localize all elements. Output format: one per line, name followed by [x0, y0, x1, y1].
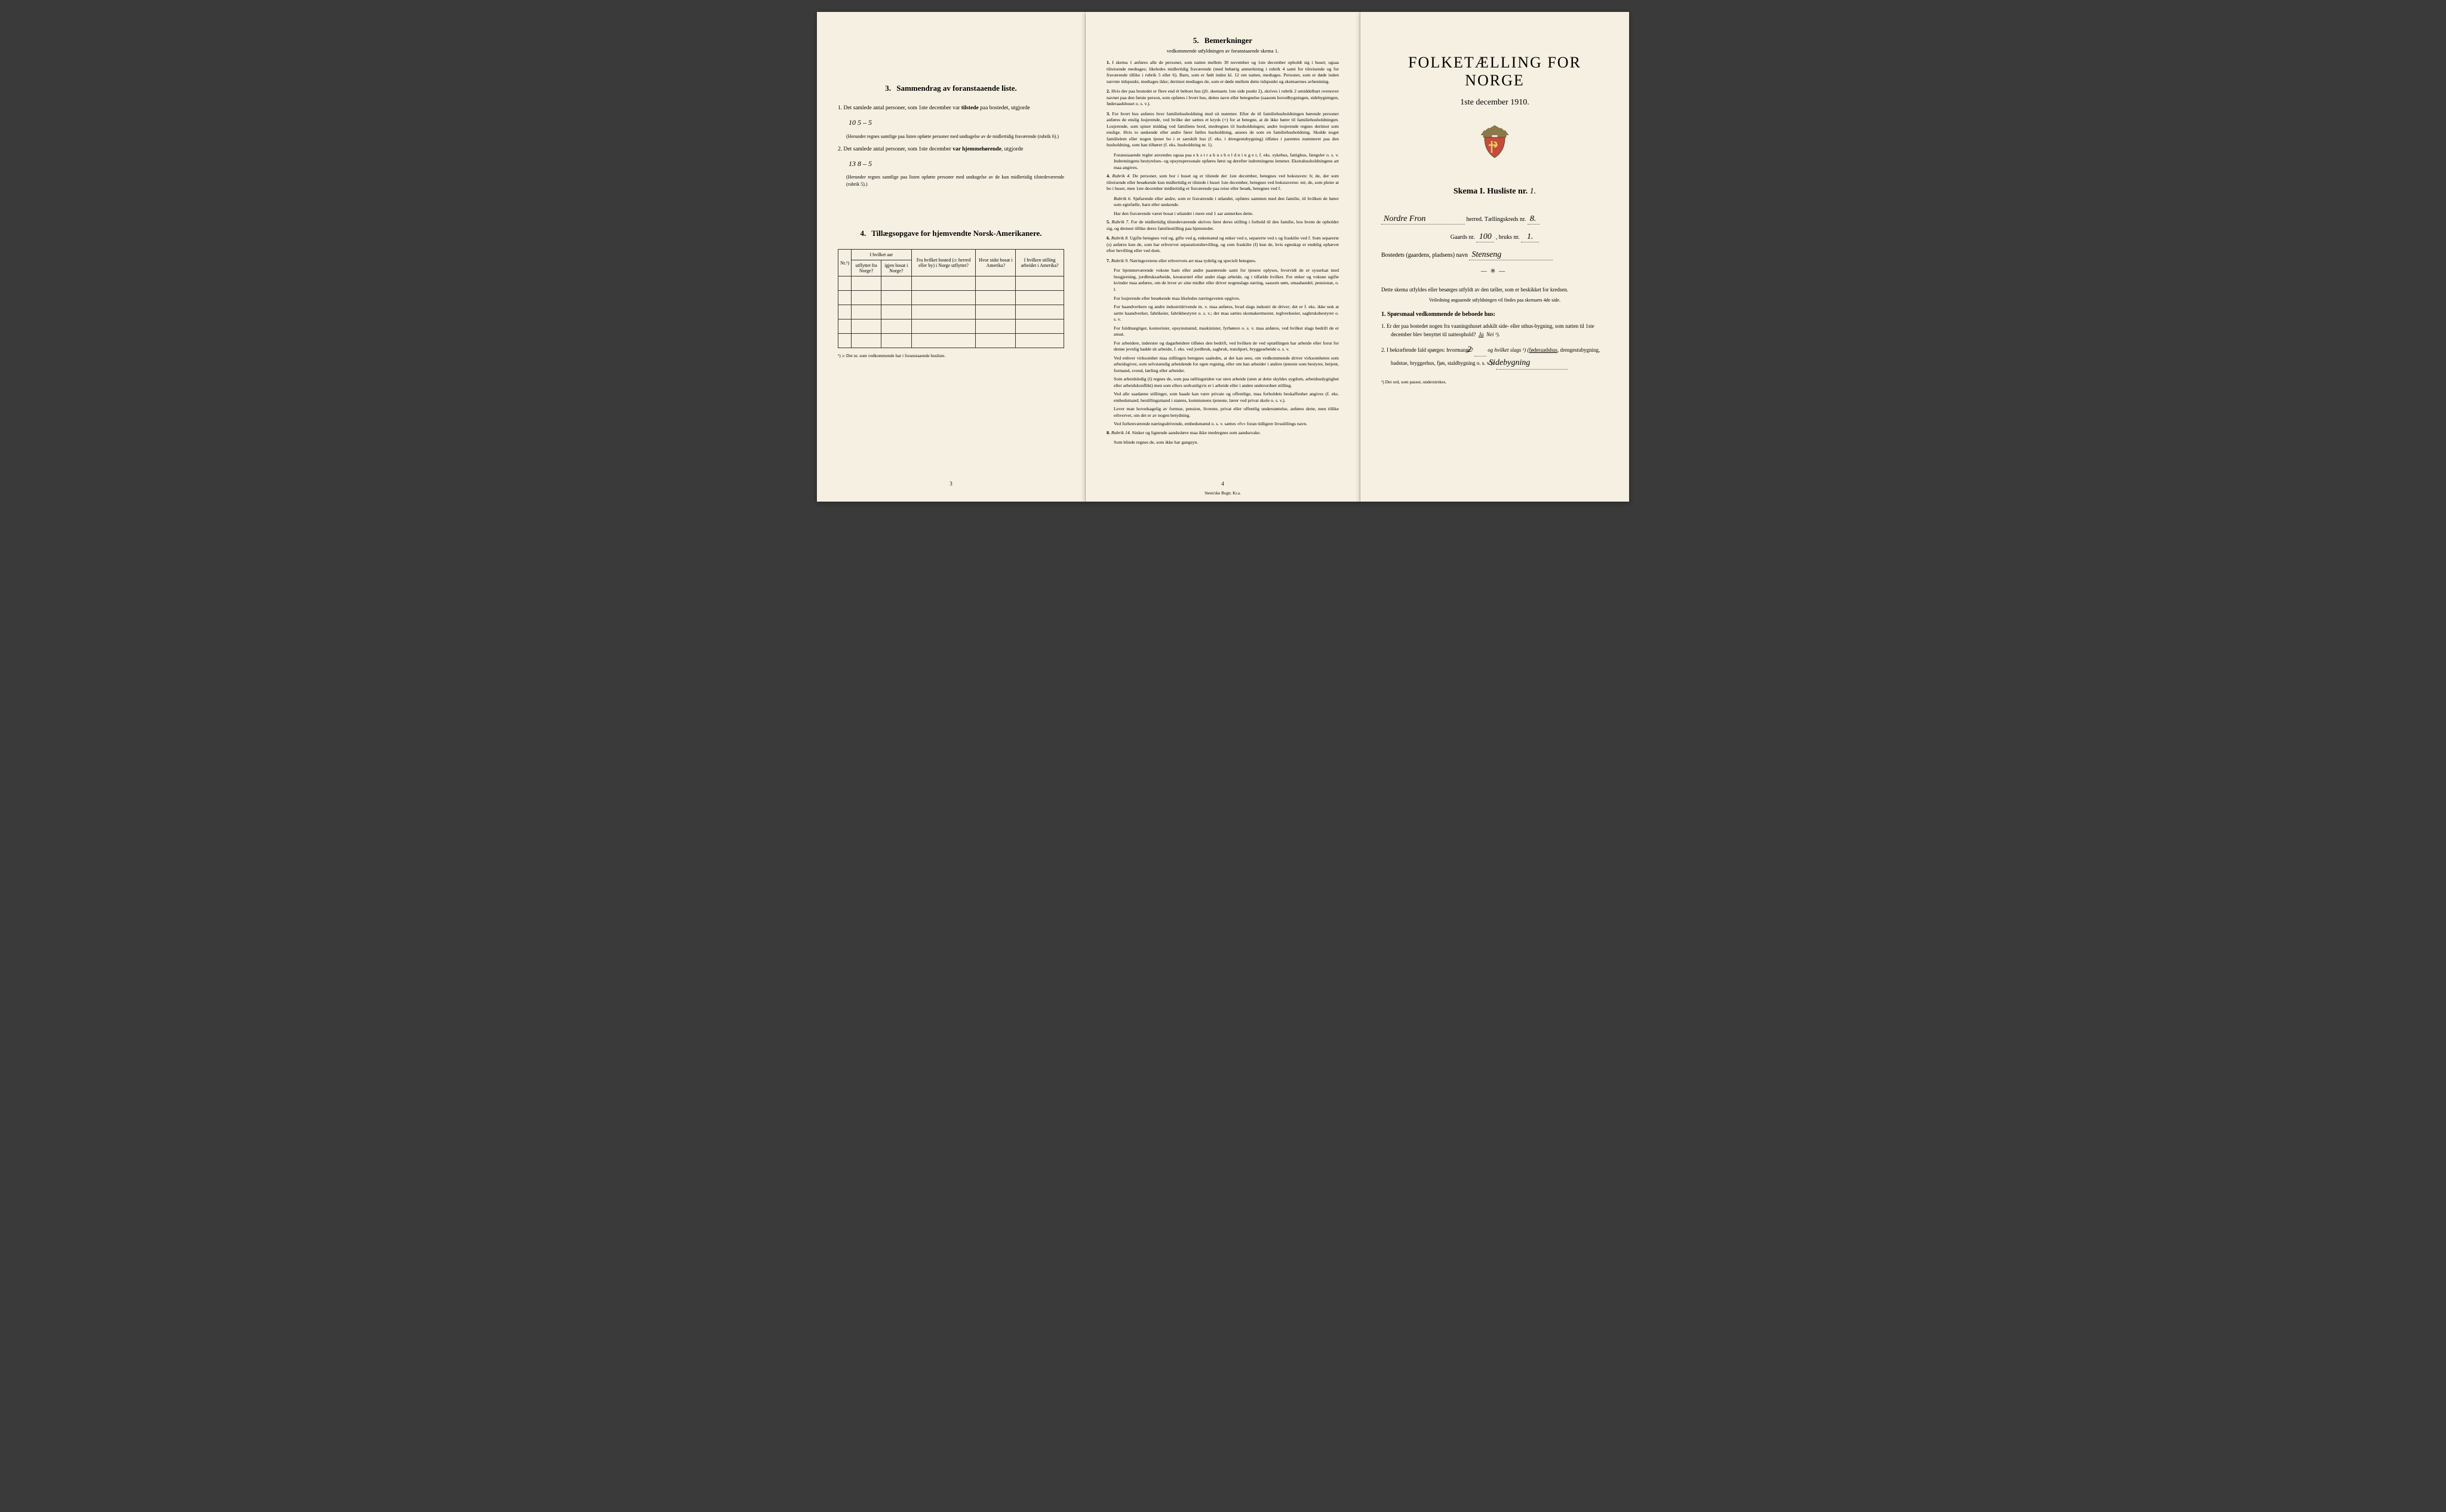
- remark-item: For arbeidere, inderster og dagarbeidere…: [1107, 340, 1339, 353]
- remark-item: 2. Hvis der paa bostedet er flere end ét…: [1107, 88, 1339, 107]
- main-title: FOLKETÆLLING FOR NORGE: [1381, 54, 1608, 90]
- remark-item: 1. I skema 1 anføres alle de personer, s…: [1107, 60, 1339, 85]
- skema-line: Skema I. Husliste nr. 1.: [1381, 187, 1608, 196]
- remark-item: Rubrik 6. Sjøfarende eller andre, som er…: [1107, 196, 1339, 208]
- th-utflyttet: utflyttet fra Norge?: [852, 260, 881, 276]
- question-2: 2. I bekræftende fald spørges: hvormange…: [1381, 343, 1608, 370]
- remark-item: 6. Rubrik 8. Ugifte betegnes ved ug, gif…: [1107, 235, 1339, 254]
- page-4: 5. Bemerkninger vedkommende utfyldningen…: [1086, 12, 1360, 502]
- page-3: 3. Sammendrag av foranstaaende liste. 1.…: [817, 12, 1086, 502]
- herred-line: Nordre Fron herred. Tællingskreds nr. 8.: [1381, 214, 1608, 225]
- th-stilling: I hvilken stilling arbeidet i Amerika?: [1016, 250, 1064, 276]
- th-bosat: igjen bosat i Norge?: [881, 260, 911, 276]
- table-row: [838, 334, 1064, 348]
- page-title-page: FOLKETÆLLING FOR NORGE 1ste december 191…: [1360, 12, 1629, 502]
- amerika-table: Nr.¹) I hvilket aar Fra hvilket bosted (…: [838, 249, 1064, 348]
- item1-value: 10 5 – 5: [838, 117, 1064, 128]
- bosted-line: Bostedets (gaardens, pladsens) navn Sten…: [1381, 250, 1608, 261]
- table-row: [838, 276, 1064, 291]
- table-row: [838, 319, 1064, 334]
- remark-item: Ved enhver virksomhet maa stillingen bet…: [1107, 355, 1339, 374]
- remark-item: For hjemmeværende voksne barn eller andr…: [1107, 268, 1339, 293]
- gaard-line: Gaards nr. 100 , bruks nr. 1.: [1381, 232, 1608, 243]
- census-date: 1ste december 1910.: [1381, 98, 1608, 107]
- ornament-divider: ―※―: [1381, 268, 1608, 275]
- table-footnote: ¹) ɔ: Det nr. som vedkommende har i fora…: [838, 353, 1064, 358]
- remark-item: 4. Rubrik 4. De personer, som bor i huse…: [1107, 173, 1339, 192]
- section-3-title: 3. Sammendrag av foranstaaende liste.: [838, 84, 1064, 93]
- section-5-title: 5. Bemerkninger: [1107, 36, 1339, 45]
- th-amerika: Hvor sidst bosat i Amerika?: [976, 250, 1016, 276]
- remark-item: Ved forhenværende næringsdrivende, embed…: [1107, 421, 1339, 428]
- section-3-item-2: 2. Det samlede antal personer, som 1ste …: [838, 145, 1064, 153]
- remark-item: For haandverkere og andre industridriven…: [1107, 304, 1339, 323]
- remark-item: 5. Rubrik 7. For de midlertidig tilstede…: [1107, 219, 1339, 232]
- remark-item: Som blinde regnes de, som ikke har gangs…: [1107, 440, 1339, 446]
- printer-mark: Steen'ske Bogtr. Kr.a.: [1204, 491, 1241, 496]
- table-row: [838, 305, 1064, 319]
- remark-item: Ved alle saadanne stillinger, som baade …: [1107, 391, 1339, 404]
- remark-item: 7. Rubrik 9. Næringsveiens eller erhverv…: [1107, 258, 1339, 265]
- item2-note: (Herunder regnes samtlige paa listen opf…: [838, 174, 1064, 188]
- question-heading: 1. Spørsmaal vedkommende de beboede hus:: [1381, 311, 1608, 318]
- th-nr: Nr.¹): [838, 250, 852, 276]
- remark-item: For losjerende eller besøkende maa likel…: [1107, 296, 1339, 302]
- description-2: Veiledning angaaende utfyldningen vil fi…: [1381, 297, 1608, 303]
- table-row: [838, 291, 1064, 305]
- description-1: Dette skema utfyldes eller besørges utfy…: [1381, 287, 1608, 293]
- section-5-subtitle: vedkommende utfyldningen av foranstaaend…: [1107, 48, 1339, 54]
- remark-item: 8. Rubrik 14. Sinker og lignende aandssl…: [1107, 430, 1339, 437]
- coat-of-arms-icon: [1381, 124, 1608, 163]
- footnote: ¹) Det ord, som passer, understrekes.: [1381, 379, 1608, 385]
- remark-item: Lever man hovedsagelig av formue, pensio…: [1107, 406, 1339, 419]
- item2-value: 13 8 – 5: [838, 158, 1064, 169]
- remark-item: Har den fraværende været bosat i utlande…: [1107, 211, 1339, 217]
- document-spread: 3. Sammendrag av foranstaaende liste. 1.…: [817, 12, 1629, 502]
- remark-item: Som arbeidsledig (l) regnes de, som paa …: [1107, 376, 1339, 389]
- question-1: 1. Er der paa bostedet nogen fra vaaning…: [1381, 322, 1608, 339]
- section-4-title: 4. Tillægsopgave for hjemvendte Norsk-Am…: [838, 229, 1064, 238]
- item1-note: (Herunder regnes samtlige paa listen opf…: [838, 133, 1064, 140]
- th-bosted: Fra hvilket bosted (ɔ: herred eller by) …: [911, 250, 976, 276]
- remark-item: Foranstaaende regler anvendes ogsaa paa …: [1107, 152, 1339, 171]
- section-3-item-1: 1. Det samlede antal personer, som 1ste …: [838, 104, 1064, 112]
- remark-item: For fuldmægtiger, kontorister, opsynsmæn…: [1107, 325, 1339, 338]
- remarks-list: 1. I skema 1 anføres alle de personer, s…: [1107, 60, 1339, 446]
- page-number-3: 3: [949, 481, 952, 487]
- th-aar: I hvilket aar: [852, 250, 912, 260]
- remark-item: 3. For hvert hus anføres hver familiehus…: [1107, 111, 1339, 149]
- page-number-4: 4: [1221, 481, 1224, 487]
